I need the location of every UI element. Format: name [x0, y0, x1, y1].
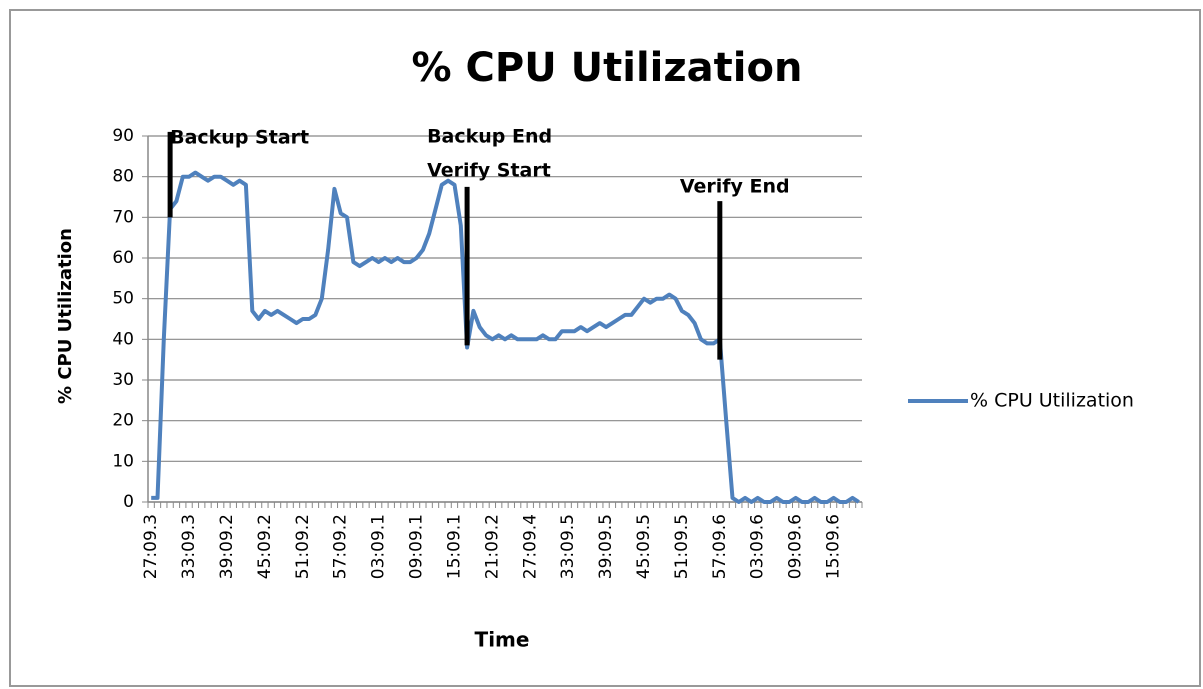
- data-line: [151, 170, 860, 504]
- y-tick-label: 30: [112, 370, 134, 390]
- x-tick-label: 57:09.6: [710, 514, 730, 579]
- annotation-text: Verify End: [680, 176, 790, 198]
- x-tick-label: 57:09.2: [331, 514, 351, 579]
- y-axis-label: % CPU Utilization: [55, 228, 76, 404]
- x-tick-label: 33:09.3: [179, 514, 199, 579]
- annotation-text: Backup End: [427, 125, 552, 147]
- chart-frame: [9, 9, 1201, 687]
- x-tick-label: 27:09.4: [520, 514, 540, 579]
- x-tick-label: 21:09.2: [482, 514, 502, 579]
- x-tick-label: 51:09.2: [293, 514, 313, 579]
- x-axis-label: Time: [475, 628, 530, 652]
- x-tick-label: 09:09.1: [407, 514, 427, 579]
- x-tick-label: 45:09.2: [255, 514, 275, 579]
- y-tick-label: 20: [112, 411, 134, 431]
- y-tick-label: 0: [123, 492, 134, 512]
- chart-title: % CPU Utilization: [412, 45, 803, 91]
- y-tick-label: 40: [112, 329, 134, 349]
- x-tick-label: 15:09.6: [824, 514, 844, 579]
- y-tick-label: 90: [112, 126, 134, 146]
- y-tick-label: 10: [112, 451, 134, 471]
- x-tick-label: 15:09.1: [444, 514, 464, 579]
- x-tick-label: 45:09.5: [634, 514, 654, 579]
- y-tick-label: 50: [112, 289, 134, 309]
- y-tick-label: 80: [112, 167, 134, 187]
- x-tick-label: 03:09.6: [748, 514, 768, 579]
- y-tick-label: 60: [112, 248, 134, 268]
- x-tick-label: 39:09.2: [217, 514, 237, 579]
- x-tick-label: 33:09.5: [558, 514, 578, 579]
- x-tick-label: 51:09.5: [672, 514, 692, 579]
- annotation-text: Verify Start: [427, 159, 551, 181]
- x-tick-label: 09:09.6: [786, 514, 806, 579]
- annotation-text: Backup Start: [170, 126, 309, 148]
- legend-label: % CPU Utilization: [970, 390, 1134, 412]
- x-tick-label: 27:09.3: [141, 514, 161, 579]
- x-tick-label: 03:09.1: [369, 514, 389, 579]
- y-tick-label: 70: [112, 207, 134, 227]
- x-tick-label: 39:09.5: [596, 514, 616, 579]
